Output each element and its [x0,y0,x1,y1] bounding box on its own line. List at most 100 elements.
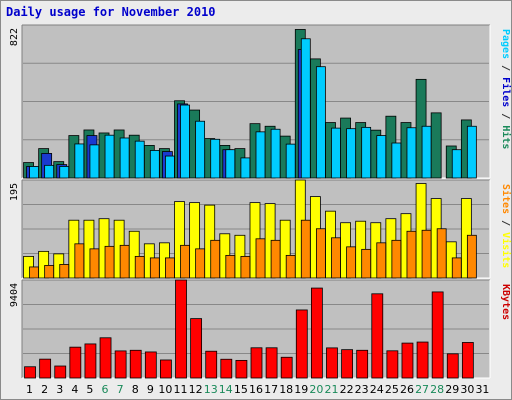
x-tick-label: 10 [158,383,172,396]
x-tick-label: 22 [340,383,354,396]
x-tick-label: 11 [174,383,188,396]
series-legend-pages_files_hits: Pages / Files / Hits [500,29,512,149]
bar-sites-day-22 [346,246,356,279]
bar-visits-day-2 [38,250,50,279]
x-tick-label: 8 [132,383,139,396]
bar-sites-day-9 [149,257,160,279]
bar-sites-day-15 [240,255,251,279]
bar-pages-day-15 [240,157,251,179]
x-tick-label: 25 [385,383,399,396]
bar-sites-day-26 [406,230,417,279]
bar-sites-day-17 [270,239,281,279]
bar-sites-day-18 [285,254,296,279]
bar-pages-day-20 [315,66,326,179]
bar-kbytes-day-24 [371,293,384,379]
x-tick-label: 9 [147,383,154,396]
bar-kbytes-day-25 [386,350,399,379]
bar-pages-day-2 [44,164,55,179]
bar-kbytes-day-18 [280,356,293,379]
y-max-label: 822 [9,28,20,46]
bar-pages-day-21 [331,127,341,179]
legend-entry: Hits [500,125,512,149]
bar-sites-day-24 [376,242,387,279]
bar-sites-day-25 [391,239,402,279]
series-legend-kbytes: KBytes [500,284,511,320]
bar-pages-day-22 [346,128,356,179]
x-tick-label: 2 [41,383,48,396]
bar-pages-day-30 [466,125,477,179]
legend-entry: KBytes [500,284,511,320]
bar-sites-day-12 [195,248,206,279]
x-tick-label: 4 [71,383,78,396]
x-tick-label: 27 [415,383,429,396]
x-tick-label: 14 [219,383,233,396]
y-max-label: 9404 [9,283,20,307]
bar-kbytes-day-13 [205,350,218,379]
bar-sites-day-4 [74,243,85,279]
bar-sites-day-3 [59,264,70,279]
bar-sites-day-21 [331,237,341,279]
bar-sites-day-30 [466,234,477,279]
bar-pages-day-26 [406,127,417,179]
x-tick-label: 30 [460,383,474,396]
bar-kbytes-day-10 [160,359,172,379]
bar-hits-day-28 [430,112,442,179]
x-tick-label: 17 [264,383,278,396]
series-legend-visits_sites: Sites / Visits [500,184,512,268]
bar-pages-day-29 [451,149,462,179]
bar-kbytes-day-30 [461,342,474,379]
x-tick-label: 12 [189,383,203,396]
bar-pages-day-5 [89,144,100,179]
x-tick-label: 26 [400,383,414,396]
bar-pages-day-19 [300,38,311,179]
legend-entry: / [500,214,511,232]
bar-kbytes-day-4 [69,346,82,379]
bar-sites-day-20 [315,228,326,279]
legend-entry: Pages [500,29,511,59]
bar-sites-day-13 [210,239,221,279]
bar-sites-day-29 [451,257,462,279]
bar-pages-day-25 [391,142,402,179]
bar-pages-day-12 [195,120,206,179]
bar-kbytes-day-17 [265,347,278,379]
bar-pages-day-27 [421,125,432,179]
bar-visits-day-11 [174,201,185,279]
bar-kbytes-day-7 [114,350,127,379]
bar-pages-day-4 [74,143,85,179]
bar-sites-day-28 [436,228,447,279]
bar-pages-day-8 [134,140,145,179]
bar-kbytes-day-14 [220,358,233,379]
bar-kbytes-day-29 [446,353,459,379]
bar-sites-day-1 [29,266,39,279]
bar-kbytes-day-27 [416,341,429,379]
x-tick-label: 5 [86,383,93,396]
x-tick-label: 1 [26,383,33,396]
bar-kbytes-day-1 [24,366,36,379]
bar-kbytes-day-28 [431,291,444,379]
bar-sites-day-14 [225,254,236,279]
bar-kbytes-day-26 [401,342,414,379]
x-tick-label: 24 [370,383,384,396]
bar-pages-day-11 [180,104,190,179]
bar-kbytes-day-19 [295,309,308,379]
x-tick-label: 21 [324,383,338,396]
bar-pages-day-10 [165,155,175,179]
x-tick-label: 31 [475,383,489,396]
x-tick-label: 13 [204,383,218,396]
bar-sites-day-5 [89,248,100,279]
bar-kbytes-day-11 [175,279,187,379]
bar-sites-day-6 [104,245,115,279]
bar-pages-day-16 [255,131,266,179]
x-tick-label: 16 [249,383,263,396]
bar-kbytes-day-8 [129,349,142,379]
bar-kbytes-day-3 [54,365,67,379]
bar-visits-day-12 [189,202,201,279]
legend-entry: / [500,59,511,77]
bar-kbytes-day-21 [326,347,338,379]
bar-kbytes-day-20 [310,287,323,379]
bar-sites-day-10 [165,257,175,279]
bar-pages-day-23 [361,126,372,179]
x-tick-label: 19 [294,383,308,396]
x-tick-label: 3 [56,383,63,396]
bar-kbytes-day-6 [99,337,112,379]
